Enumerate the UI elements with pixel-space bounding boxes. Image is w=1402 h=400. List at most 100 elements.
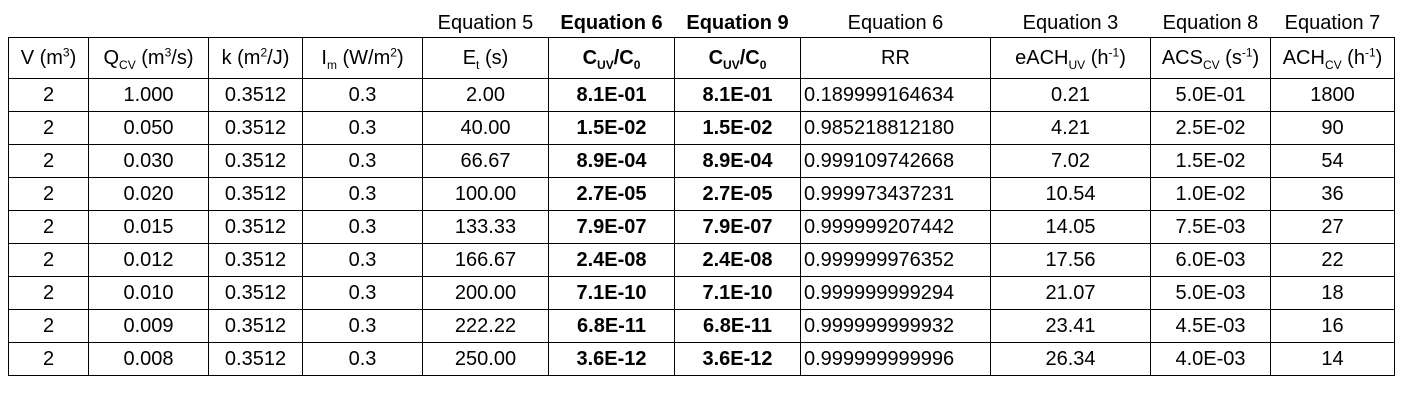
equation-label [209,10,303,38]
table-cell: 40.00 [422,111,549,145]
equation-label [303,10,423,38]
header-text: ) [1119,46,1126,69]
header-text: /C [613,46,634,69]
table-cell: 2 [8,210,89,244]
header-subscript: 0 [633,57,641,72]
table-cell: 7.02 [990,144,1151,178]
table-cell: 0.3512 [208,309,303,343]
header-text: (W/m [336,46,391,69]
table-cell: 0.3512 [208,177,303,211]
column-header: k (m2/J) [208,37,303,79]
table-cell: 0.015 [88,210,209,244]
table-cell: 2 [8,342,89,376]
table-cell: 8.1E-01 [674,78,801,112]
table-cell: 0.3 [302,243,423,277]
header-text: E [462,46,477,69]
table-cell: 90 [1270,111,1395,145]
column-header: CUV/C0 [674,37,801,79]
header-text: k (m [221,46,261,69]
table-cell: 0.3 [302,309,423,343]
equation-label: Equation 3 [1022,12,1119,34]
table-cell: 0.020 [88,177,209,211]
header-text: ) [396,46,404,69]
header-text: I [321,46,327,69]
header-superscript: -1 [1241,44,1253,59]
table-cell: 0.3512 [208,276,303,310]
column-header: QCV (m3/s) [88,37,209,79]
header-text: V (m [20,46,63,69]
table-cell: 100.00 [422,177,549,211]
table-cell: 0.3512 [208,243,303,277]
table-row: 2 0.050 0.3512 0.3 40.00 1.5E-02 1.5E-02 0.9852… [8,111,1395,145]
equation-label: Equation 9 [686,12,789,34]
table-cell: 7.9E-07 [548,210,675,244]
table-cell: 0.3512 [208,78,303,112]
equation-label: Equation 6 [847,12,944,34]
table-cell: 0.999999207442 [800,210,991,244]
table-cell: 66.67 [422,144,549,178]
table-row: 2 0.009 0.3512 0.3 222.22 6.8E-11 6.8E-11 0.999… [8,309,1395,343]
table-cell: 1.5E-02 [674,111,801,145]
header-text: ) [1252,46,1260,69]
header-text: eACH [1015,46,1069,69]
table-cell: 23.41 [990,309,1151,343]
table-cell: 2.7E-05 [548,177,675,211]
header-text: /C [739,46,760,69]
equation-label [9,10,89,38]
table-cell: 26.34 [990,342,1151,376]
table-cell: 4.0E-03 [1150,342,1271,376]
table-cell: 7.9E-07 [674,210,801,244]
header-text: (m [135,46,165,69]
table-row: 2 0.008 0.3512 0.3 250.00 3.6E-12 3.6E-12 0.999… [8,342,1395,376]
header-text: Q [103,46,120,69]
table-cell: 1.0E-02 [1150,177,1271,211]
table-cell: 10.54 [990,177,1151,211]
table-cell: 3.6E-12 [548,342,675,376]
table-cell: 2 [8,144,89,178]
equation-reference-row: Equation 5 Equation 6 Equation 9 Equatio… [9,10,1395,38]
column-header: V (m3) [8,37,89,79]
table-cell: 0.010 [88,276,209,310]
table-cell: 2 [8,309,89,343]
table-cell: 0.3 [302,276,423,310]
table-cell: 0.009 [88,309,209,343]
column-header-row: V (m3) QCV (m3/s) k (m2/J) Im (W/m2) Et (s) C… [8,37,1395,79]
header-superscript: 2 [260,44,268,59]
table-cell: 4.5E-03 [1150,309,1271,343]
table-cell: 2.00 [422,78,549,112]
table-cell: 222.22 [422,309,549,343]
table-cell: 8.1E-01 [548,78,675,112]
table-cell: 0.008 [88,342,209,376]
table-cell: 2.4E-08 [548,243,675,277]
table-row: 2 0.020 0.3512 0.3 100.00 2.7E-05 2.7E-05 0.999… [8,177,1395,211]
table-row: 2 1.000 0.3512 0.3 2.00 8.1E-01 8.1E-01 0.18999… [8,78,1395,112]
table-cell: 200.00 [422,276,549,310]
equation-label [89,10,209,38]
header-text: ACH [1282,46,1325,69]
table-cell: 0.3 [302,342,423,376]
table-cell: 0.3512 [208,210,303,244]
column-header: eACHUV (h-1) [990,37,1151,79]
header-text: ) [69,46,77,69]
table-cell: 2.4E-08 [674,243,801,277]
table-cell: 6.8E-11 [548,309,675,343]
table-cell: 1.5E-02 [1150,144,1271,178]
table-cell: 2 [8,276,89,310]
equation-label: Equation 8 [1162,12,1259,34]
table-cell: 0.999999999294 [800,276,991,310]
header-subscript: CV [1202,57,1220,72]
table-cell: 6.0E-03 [1150,243,1271,277]
results-table: Equation 5 Equation 6 Equation 9 Equatio… [8,10,1395,376]
table-cell: 7.5E-03 [1150,210,1271,244]
table-cell: 7.1E-10 [674,276,801,310]
table-cell: 1.5E-02 [548,111,675,145]
header-superscript: 3 [164,44,172,59]
header-text: RR [881,46,910,69]
table-cell: 36 [1270,177,1395,211]
table-cell: 2.5E-02 [1150,111,1271,145]
table-cell: 21.07 [990,276,1151,310]
table-cell: 1800 [1270,78,1395,112]
table-cell: 4.21 [990,111,1151,145]
table-cell: 1.000 [88,78,209,112]
table-cell: 17.56 [990,243,1151,277]
